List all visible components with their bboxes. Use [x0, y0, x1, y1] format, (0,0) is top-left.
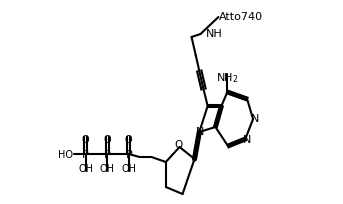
- Text: N: N: [251, 113, 259, 123]
- Text: P: P: [104, 149, 111, 159]
- Text: O: O: [175, 139, 183, 149]
- Text: O: O: [125, 135, 133, 145]
- Text: OH: OH: [100, 163, 115, 173]
- Text: N: N: [196, 126, 204, 136]
- Text: P: P: [126, 149, 132, 159]
- Text: NH: NH: [205, 29, 222, 39]
- Text: O: O: [82, 135, 90, 145]
- Text: NH$_2$: NH$_2$: [216, 71, 239, 85]
- Text: N: N: [243, 134, 251, 144]
- Text: O: O: [104, 135, 111, 145]
- Text: OH: OH: [78, 163, 93, 173]
- Text: HO: HO: [58, 149, 73, 159]
- Text: OH: OH: [121, 163, 136, 173]
- Text: P: P: [82, 149, 89, 159]
- Text: Atto740: Atto740: [218, 12, 262, 22]
